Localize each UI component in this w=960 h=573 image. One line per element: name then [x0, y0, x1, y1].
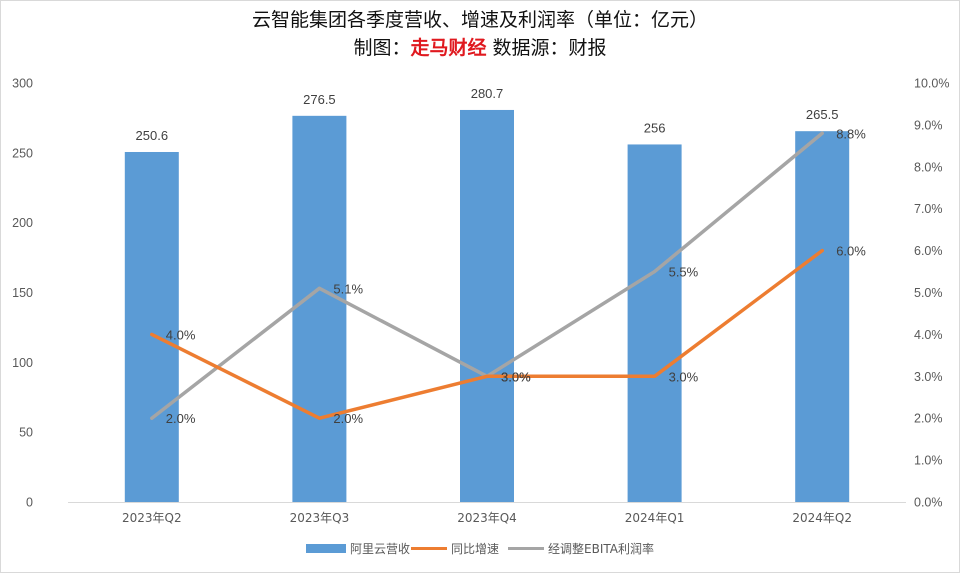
y-left-tick: 100 — [12, 356, 33, 370]
y-left-tick: 50 — [19, 426, 33, 440]
y-right-tick: 1.0% — [914, 454, 943, 468]
bar-value-label: 280.7 — [471, 86, 504, 101]
x-tick-label: 2024年Q2 — [792, 511, 852, 525]
y-right-tick: 4.0% — [914, 328, 943, 342]
x-tick-label: 2024年Q1 — [625, 511, 685, 525]
line-point — [820, 249, 824, 253]
y-left-tick: 0 — [26, 496, 33, 510]
y-left-tick: 300 — [12, 77, 33, 91]
bar — [795, 131, 850, 502]
y-right-tick: 6.0% — [914, 244, 943, 258]
bar-series — [124, 109, 850, 503]
y-left-tick: 250 — [12, 146, 33, 160]
bar-value-label: 250.6 — [136, 128, 169, 143]
line-point — [485, 374, 489, 378]
line-point — [150, 416, 154, 420]
y-right-tick: 3.0% — [914, 370, 943, 384]
y-right-tick: 9.0% — [914, 118, 943, 132]
data-labels: 250.6 276.5 280.7 256 265.5 4.0% 2.0% 3.0% 3.0% 6… — [136, 86, 867, 426]
chart-title: 云智能集团各季度营收、增速及利润率（单位：亿元） — [252, 9, 708, 31]
line-value-label: 2.0% — [166, 411, 196, 426]
subtitle-suffix: 数据源：财报 — [486, 37, 606, 59]
x-tick-label: 2023年Q2 — [122, 511, 182, 525]
bar-value-label: 265.5 — [806, 107, 839, 122]
line-point — [317, 286, 321, 290]
line-value-label: 8.8% — [836, 126, 866, 141]
legend: 阿里云营收 同比增速 经调整EBITA利润率 — [306, 541, 654, 556]
y-left-tick: 200 — [12, 216, 33, 230]
line-value-label: 3.0% — [501, 369, 531, 384]
legend-label-margin: 经调整EBITA利润率 — [548, 541, 654, 556]
chart-subtitle: 制图：走马财经 数据源：财报 — [353, 36, 606, 59]
bar — [124, 151, 179, 502]
line-point — [820, 131, 824, 135]
legend-label-growth: 同比增速 — [451, 542, 499, 556]
y-right-tick: 2.0% — [914, 412, 943, 426]
line-value-label: 2.0% — [333, 411, 363, 426]
bar — [292, 115, 347, 503]
bar — [460, 109, 514, 503]
line-value-label: 3.0% — [669, 369, 699, 384]
bar-value-label: 256 — [644, 120, 666, 135]
y-left-tick: 150 — [12, 286, 33, 300]
bar-value-label: 276.5 — [303, 92, 336, 107]
line-point — [653, 374, 657, 378]
legend-label-revenue: 阿里云营收 — [350, 542, 410, 556]
line-point — [150, 332, 154, 336]
legend-swatch-revenue — [306, 544, 346, 553]
line-value-label: 5.5% — [669, 265, 699, 280]
bar — [627, 144, 682, 502]
line-value-label: 5.1% — [333, 281, 363, 296]
line-value-label: 4.0% — [166, 327, 196, 342]
y-right-tick: 7.0% — [914, 202, 943, 216]
line-point — [317, 416, 321, 420]
x-tick-label: 2023年Q4 — [457, 511, 517, 525]
line-series — [150, 131, 824, 420]
line-point — [653, 270, 657, 274]
axes: 0 50 100 150 200 250 300 0.0% 1.0% 2.0% 3.0% 4.0% 5.… — [12, 77, 949, 526]
line-value-label: 6.0% — [836, 244, 866, 259]
y-right-tick: 5.0% — [914, 286, 943, 300]
subtitle-prefix: 制图： — [353, 37, 410, 59]
y-right-tick: 10.0% — [914, 77, 949, 91]
subtitle-highlight: 走马财经 — [410, 36, 486, 59]
y-right-tick: 8.0% — [914, 160, 943, 174]
line-value-label: 3.0% — [501, 369, 531, 384]
y-right-tick: 0.0% — [914, 496, 943, 510]
x-tick-label: 2023年Q3 — [290, 511, 350, 525]
